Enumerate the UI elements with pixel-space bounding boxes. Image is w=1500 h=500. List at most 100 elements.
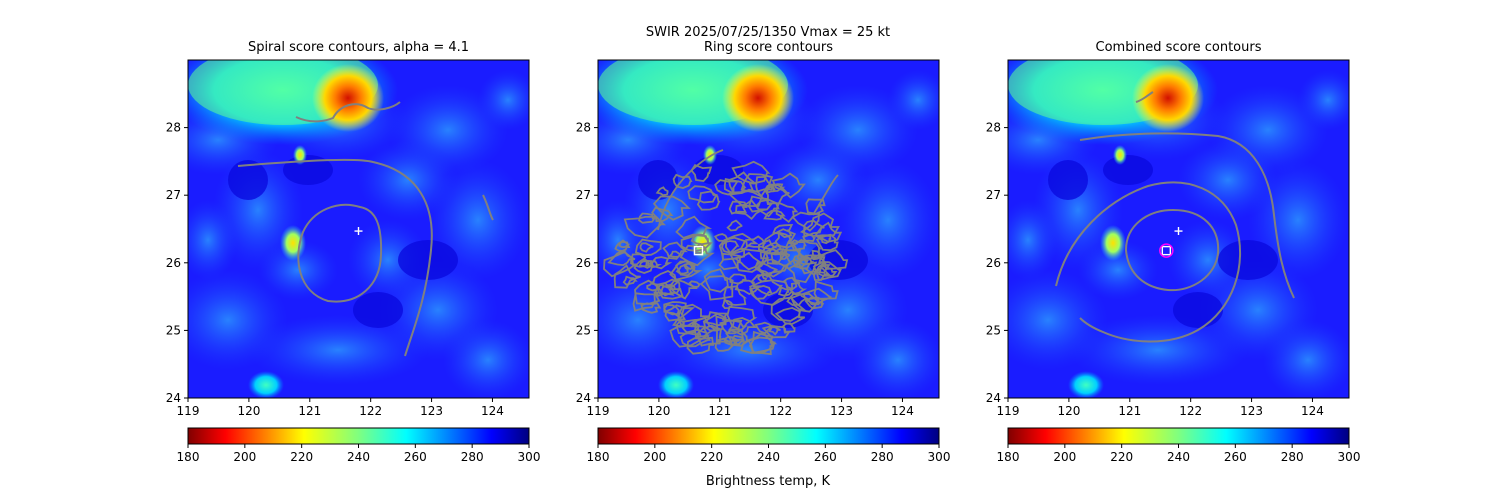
- ring-score-contour: [651, 206, 674, 223]
- ring-score-contour: [749, 284, 773, 300]
- ring-score-contour: [772, 224, 794, 239]
- x-tick-label: 124: [481, 404, 504, 418]
- colorbar-tick-label: 240: [1167, 450, 1190, 464]
- x-tick-label: 119: [587, 404, 610, 418]
- y-tick-label: 25: [576, 323, 591, 337]
- colorbar-tick-label: 180: [587, 450, 610, 464]
- ring-score-contour: [646, 280, 661, 292]
- ring-score-contour: [669, 324, 711, 348]
- ring-score-contour: [663, 301, 696, 319]
- ring-score-contour: [792, 254, 810, 269]
- x-tick-label: 122: [1179, 404, 1202, 418]
- ring-score-contour: [672, 173, 693, 189]
- y-tick-label: 26: [986, 256, 1001, 270]
- x-tick-label: 124: [891, 404, 914, 418]
- x-tick-label: 123: [830, 404, 853, 418]
- convective-cell: [280, 225, 306, 261]
- ring-score-contour: [816, 249, 849, 270]
- ring-score-contour: [774, 231, 792, 249]
- ring-score-contour: [657, 149, 839, 231]
- cloud-patch: [348, 220, 428, 300]
- plot-area: 119 120 121 122 123 124 24 25 26 27 28: [986, 59, 1350, 418]
- colorbar-tick-label: 180: [997, 450, 1020, 464]
- colorbar-tick-label: 260: [404, 450, 427, 464]
- spiral-score-contour: [295, 101, 401, 123]
- ring-score-contour: [638, 212, 657, 224]
- y-tick-label: 27: [986, 188, 1001, 202]
- y-tick-label: 24: [986, 391, 1001, 405]
- axes-frame: [187, 59, 530, 399]
- x-tick-label: 120: [237, 404, 260, 418]
- ring-score-contour: [763, 209, 786, 221]
- ring-score-contour: [723, 285, 748, 306]
- ring-score-contour: [726, 305, 758, 332]
- ring-score-contour: [770, 248, 802, 270]
- x-tick-label: 119: [997, 404, 1020, 418]
- convective-core: [722, 64, 794, 132]
- panel-title: Spiral score contours, alpha = 4.1: [248, 40, 469, 55]
- ring-score-contour: [777, 286, 796, 297]
- colorbar: 180 200 220 240 260 280 300: [997, 427, 1360, 464]
- x-tick-label: 122: [359, 404, 382, 418]
- ring-score-contour: [652, 195, 691, 221]
- cloud-patch: [888, 70, 939, 130]
- cloud-patch: [768, 140, 868, 220]
- x-tick-label: 121: [1118, 404, 1141, 418]
- panel-3: Combined score contours 119 120 121 122 123 12…: [986, 40, 1361, 464]
- y-tick-label: 26: [576, 256, 591, 270]
- ring-score-contour: [734, 279, 761, 296]
- ring-score-contour: [639, 242, 654, 253]
- clear-sky-patch: [228, 160, 268, 200]
- ring-score-contour: [686, 336, 715, 355]
- combined-score-contour: [1055, 181, 1242, 343]
- ring-score-contour: [669, 259, 703, 281]
- spiral-score-contour: [237, 158, 433, 357]
- cloud-patch: [1078, 240, 1158, 300]
- axes-frame: [1007, 59, 1350, 399]
- y-tick-label: 27: [576, 188, 591, 202]
- colorbar-tick-label: 280: [461, 450, 484, 464]
- colorbar-tick-label: 180: [177, 450, 200, 464]
- spiral-score-contour: [482, 194, 494, 221]
- ring-score-contour: [662, 241, 688, 260]
- ring-score-contour: [753, 261, 778, 278]
- ring-score-contour: [640, 302, 662, 314]
- x-tick-label: 119: [177, 404, 200, 418]
- ring-score-contour: [690, 233, 710, 246]
- panel-title: Ring score contours: [704, 40, 833, 55]
- ring-score-contour: [634, 279, 665, 305]
- ring-score-contour: [749, 279, 790, 306]
- ring-score-contour: [683, 262, 697, 270]
- colorbar-gradient: [187, 427, 530, 445]
- center-plus-marker: [1174, 227, 1183, 236]
- cloud-patch: [1263, 320, 1349, 398]
- ring-score-contour: [731, 160, 771, 185]
- x-tick-label: 121: [708, 404, 731, 418]
- colorbar-tick-label: 220: [700, 450, 723, 464]
- ring-score-contour: [761, 228, 799, 256]
- colorbar-tick-label: 240: [347, 450, 370, 464]
- cloud-patch: [1298, 70, 1349, 130]
- center-circle-marker: [1159, 243, 1174, 258]
- colorbar-gradient: [597, 427, 940, 445]
- center-plus-marker: [354, 227, 363, 236]
- combined-score-contour: [1079, 132, 1295, 299]
- ring-score-contour: [660, 283, 682, 297]
- ring-score-contour: [757, 251, 793, 276]
- panel-1: Spiral score contours, alpha = 4.1 119 120…: [166, 40, 541, 464]
- ring-score-contour: [805, 198, 826, 215]
- colorbar-tick-label: 300: [518, 450, 541, 464]
- convective-core: [1132, 64, 1204, 132]
- ring-score-contour: [771, 172, 806, 199]
- cloud-patch: [1178, 140, 1278, 220]
- ring-score-contour: [633, 257, 654, 274]
- convective-cell: [1113, 145, 1127, 165]
- cloud-patch: [598, 200, 648, 280]
- colorbar-gradient: [1007, 427, 1350, 445]
- ring-score-contour: [814, 221, 843, 243]
- colorbar-tick-label: 280: [871, 450, 894, 464]
- ring-score-contour: [767, 326, 781, 336]
- spiral-score-contour: [297, 203, 383, 303]
- convective-core: [312, 64, 384, 132]
